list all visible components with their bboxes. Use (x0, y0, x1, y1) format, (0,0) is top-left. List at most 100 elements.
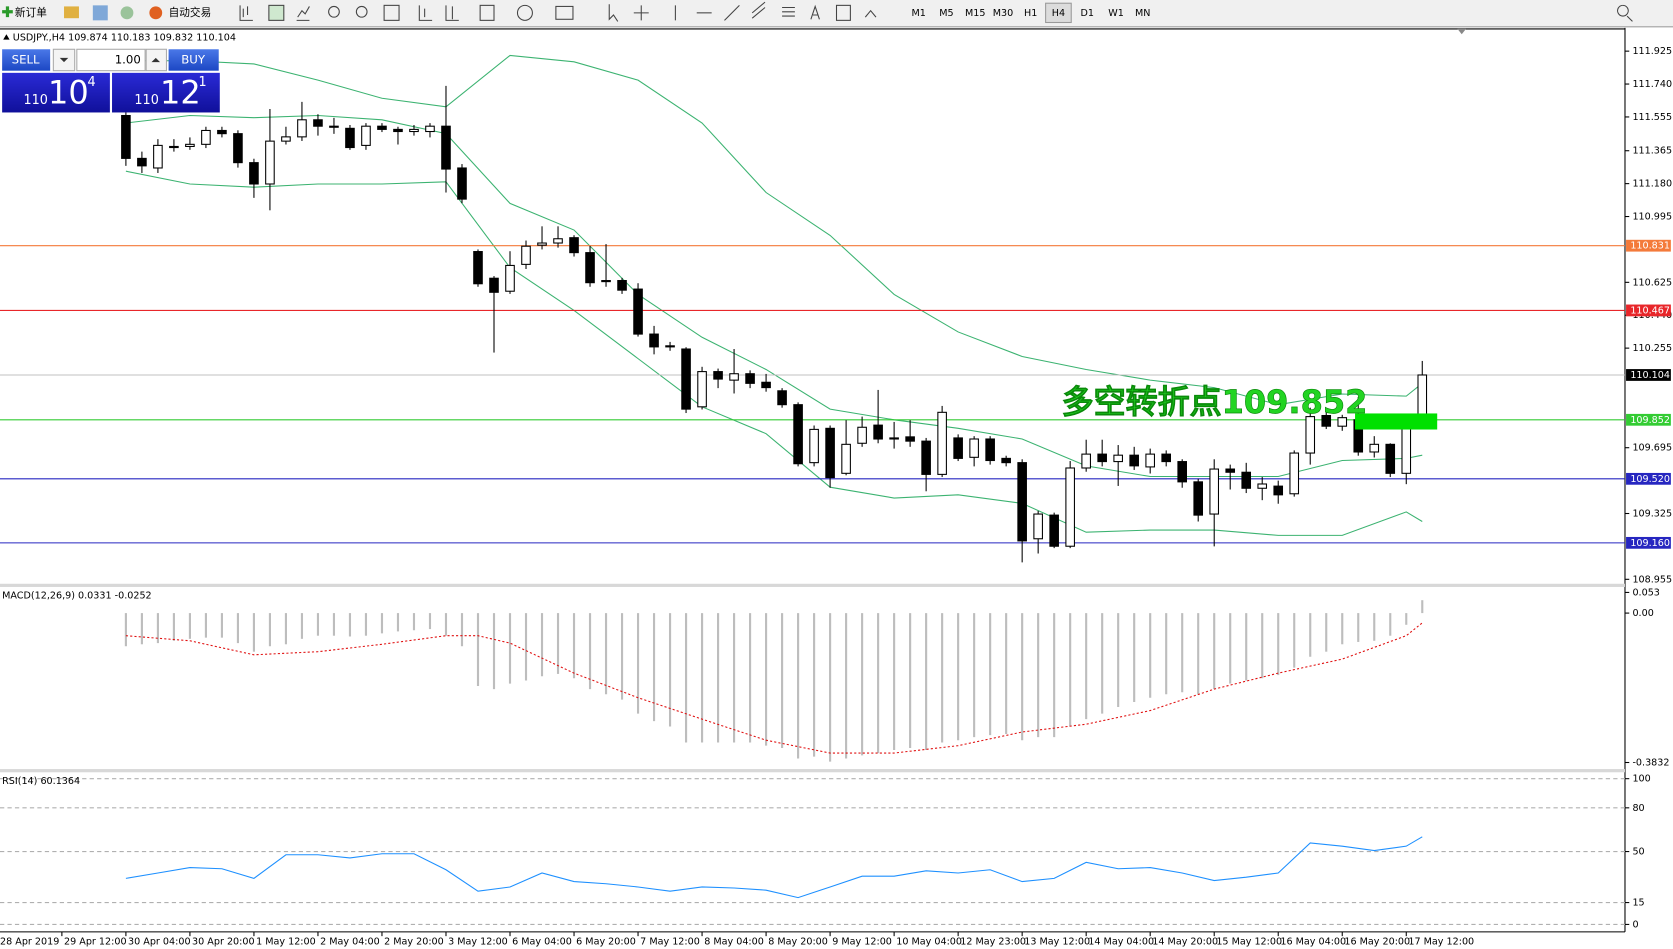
sell-price-big[interactable]: 110 (23, 93, 47, 108)
buy-price-big[interactable]: 110 (134, 93, 158, 108)
candle-body (1177, 461, 1187, 483)
shift-marker (1457, 28, 1467, 35)
tool-indicators[interactable] (479, 4, 495, 21)
candle-body (137, 157, 147, 167)
timeframe-button[interactable]: W1 (1108, 8, 1124, 19)
tool-text[interactable] (810, 4, 820, 20)
macd-signal (125, 622, 1423, 754)
candle-body (809, 428, 819, 464)
tool-bar-chart[interactable] (239, 5, 253, 21)
sell-price-point[interactable]: 4 (87, 75, 95, 90)
sell-button[interactable] (2, 49, 51, 71)
x-tick-label: 2 May 20:00 (384, 936, 444, 947)
pivot-marker (1355, 413, 1438, 430)
bar-low: 109.832 (154, 32, 194, 43)
buy-button[interactable] (168, 49, 219, 71)
tool-cursor[interactable] (608, 4, 619, 22)
candle-body (1097, 453, 1107, 463)
candle-body (441, 125, 451, 170)
candle-body (473, 251, 483, 285)
sell-label[interactable]: SELL (12, 52, 40, 66)
timeframe-button[interactable]: H4 (1052, 8, 1065, 19)
tool-crosshair[interactable] (633, 5, 649, 21)
tool-zoom-in[interactable] (328, 5, 340, 18)
tool-autoscroll[interactable] (418, 5, 433, 21)
lots-input[interactable] (76, 48, 146, 72)
candle-body (169, 145, 179, 149)
candle-body (841, 443, 851, 474)
auto-trading-icon[interactable] (149, 6, 163, 20)
y-tick-label: 110.255 (1632, 343, 1672, 354)
price-level-tag (1626, 536, 1671, 549)
tool-channel[interactable] (751, 1, 766, 19)
new-order-icon[interactable] (2, 6, 13, 18)
tool-label[interactable] (835, 4, 851, 21)
tool-trendline[interactable] (724, 4, 740, 21)
x-tick-label: 1 May 12:00 (256, 936, 316, 947)
x-tick-label: 8 May 20:00 (768, 936, 828, 947)
x-tick-label: 12 May 23:00 (960, 936, 1026, 947)
tool-arrows[interactable] (864, 9, 877, 18)
candle-body (489, 277, 499, 293)
candle-body (249, 162, 259, 185)
tool-line[interactable] (296, 6, 310, 21)
sell-price-pips[interactable]: 10 (48, 73, 89, 111)
tool-fibo[interactable] (782, 6, 795, 17)
timeframe-button[interactable]: H1 (1024, 8, 1037, 19)
buy-price-pips[interactable]: 12 (160, 73, 201, 111)
tool-shift[interactable] (445, 5, 459, 21)
lots-up-arrow (151, 57, 161, 63)
timeframe-button[interactable]: M30 (993, 8, 1013, 19)
candle-body (537, 242, 547, 246)
auto-trading-button[interactable]: 自动交易 (169, 6, 212, 19)
x-tick-label: 7 May 12:00 (640, 936, 700, 947)
panel-separator (0, 583, 1625, 587)
timeframe-button[interactable]: M1 (911, 8, 925, 19)
buy-label[interactable]: BUY (181, 52, 206, 66)
toolbar-icon[interactable] (64, 6, 79, 19)
search[interactable] (1617, 4, 1633, 22)
toolbar-icon[interactable] (120, 6, 134, 20)
rsi-label: RSI(14) (2, 776, 37, 787)
timeframe-button[interactable]: M15 (965, 8, 985, 19)
sell-price-box[interactable] (2, 72, 110, 113)
pivot-annotation: 多空转折点109.852 (1062, 383, 1368, 421)
new-order-button[interactable]: 新订单 (15, 6, 47, 19)
timeframe-button[interactable]: D1 (1080, 8, 1093, 19)
candle-body (329, 125, 339, 128)
active-timeframe (1045, 2, 1072, 24)
toolbar-icon[interactable] (92, 5, 108, 21)
tool-candles[interactable] (268, 4, 285, 21)
candle-body (201, 129, 211, 145)
tool-templates[interactable] (555, 5, 574, 20)
candle-body (1209, 468, 1220, 515)
tool-tile[interactable] (383, 4, 400, 21)
candle-body (1385, 443, 1396, 474)
x-tick-label: 30 Apr 04:00 (128, 936, 191, 947)
candle-body (1337, 417, 1348, 427)
candle-body (1305, 416, 1316, 454)
candle-body (857, 426, 867, 444)
x-tick-label: 13 May 12:00 (1024, 936, 1090, 947)
y-tick-label: 109.325 (1632, 508, 1672, 519)
candle-body (1065, 467, 1075, 547)
timeframe-button[interactable]: MN (1135, 8, 1150, 19)
timeframe-button[interactable]: M5 (939, 8, 953, 19)
candle-body (233, 133, 243, 164)
candle-body (601, 280, 611, 283)
price-level-label: 109.160 (1630, 538, 1670, 549)
buy-price-box[interactable] (112, 72, 220, 113)
price-level-tag (1626, 413, 1671, 426)
toolbar: 新订单 自动交易 (0, 0, 1673, 28)
candle-body (969, 438, 979, 458)
y-tick-label: 0.053 (1632, 587, 1659, 598)
tool-zoom-out[interactable] (355, 5, 368, 18)
candle-body (409, 128, 419, 133)
tool-periods[interactable] (516, 4, 533, 21)
buy-price-point[interactable]: 1 (198, 75, 206, 90)
y-tick-label: 111.740 (1632, 79, 1672, 90)
candle-body (681, 348, 691, 410)
price-level-label: 109.520 (1630, 474, 1670, 485)
candle-body (553, 238, 563, 244)
lots-value[interactable]: 1.00 (115, 52, 141, 66)
